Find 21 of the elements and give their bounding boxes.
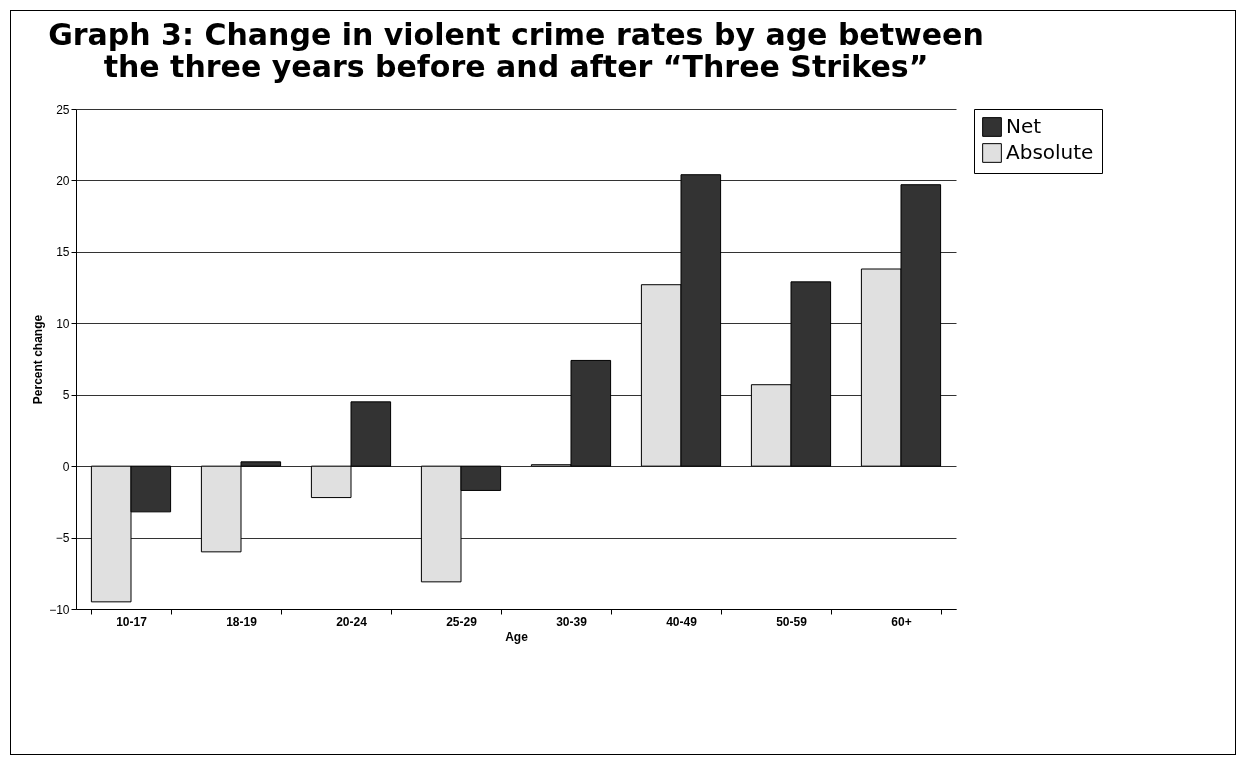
y-tick-label: 20 [56,173,70,188]
x-tick-label: 10-17 [116,614,148,629]
y-tick-label: 5 [62,388,70,403]
x-tick-label: 18-19 [226,614,258,629]
y-tick-label: 0 [62,459,70,474]
x-axis-title: Age [505,629,529,644]
legend-label: Absolute [1006,140,1094,164]
x-tick-label: 25-29 [446,614,478,629]
y-tick-label: 10 [56,316,70,331]
x-tick-label: 40-49 [666,614,698,629]
x-tick-label: 50-59 [776,614,808,629]
x-tick-label: 30-39 [556,614,588,629]
y-tick-label: −5 [55,531,70,546]
x-tick-label: 60+ [891,614,912,629]
chart-title: Graph 3: Change in violent crime rates by age between the three years before and after “Three Strikes” [48,17,984,84]
y-tick-label: −10 [49,602,70,617]
y-tick-label: 15 [56,245,70,260]
y-axis-title: Percent change [31,314,46,405]
y-tick-label: 25 [56,102,70,117]
x-tick-label: 20-24 [336,614,368,629]
legend-label: Net [1006,114,1042,138]
